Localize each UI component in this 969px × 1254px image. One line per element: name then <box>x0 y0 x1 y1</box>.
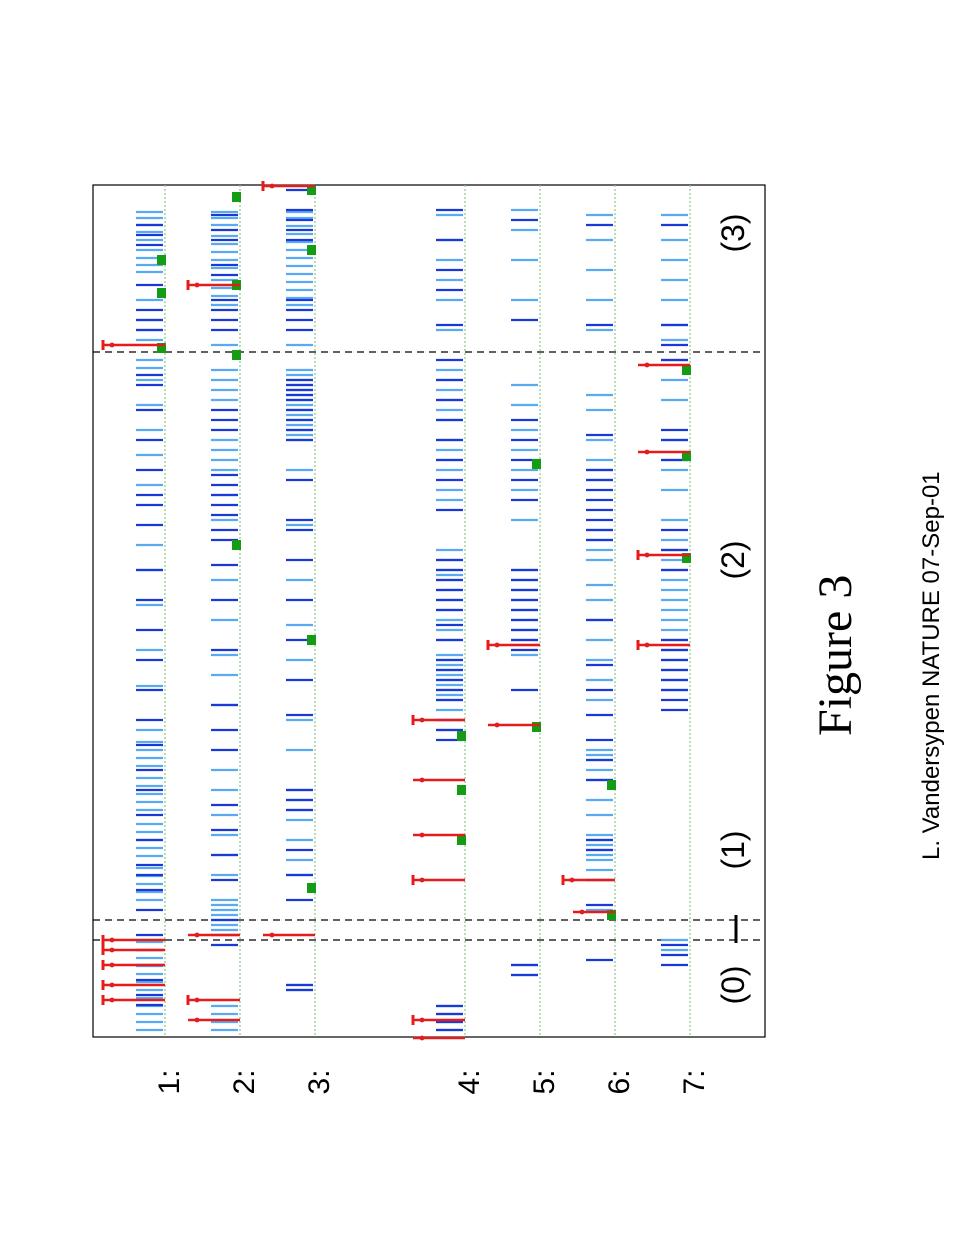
section-label-2: (2) <box>715 540 751 579</box>
row-label-1: 1: <box>153 1069 186 1094</box>
section-label-0: (0) <box>715 965 751 1004</box>
section-dividers <box>93 351 765 941</box>
row-3-green-marker-3 <box>307 185 316 195</box>
row-7-green-marker-1 <box>682 451 691 461</box>
row-1-green-marker-2 <box>157 255 166 265</box>
row-1-green-marker-1 <box>157 288 166 298</box>
red-pulses <box>101 181 690 1041</box>
row-7-green-marker-0 <box>682 553 691 563</box>
row-7-red-pulse-0 <box>636 640 690 650</box>
baselines <box>164 185 691 1037</box>
figure-credit: L. Vandersypen NATURE 07-Sep-01 <box>918 471 945 860</box>
row-6-red-pulse-0 <box>573 909 615 915</box>
row-4-green-marker-2 <box>457 731 466 741</box>
row-2-green-marker-0 <box>232 540 241 550</box>
row-3-red-pulse-1 <box>261 181 315 191</box>
row-4-red-pulse-3 <box>413 832 465 838</box>
row-5-green-marker-0 <box>532 722 541 732</box>
row-label-2: 2: <box>228 1069 261 1094</box>
row-7-green-marker-2 <box>682 365 691 375</box>
row-3-green-marker-1 <box>307 635 316 645</box>
row-3-green-marker-0 <box>307 883 316 893</box>
row-4-green-marker-0 <box>457 835 466 845</box>
row-6-green-marker-0 <box>607 910 616 920</box>
row-label-4: 4: <box>453 1069 486 1094</box>
row-1-green-marker-0 <box>157 343 166 353</box>
row-2-red-pulse-0 <box>188 1017 240 1023</box>
green-markers <box>157 185 691 920</box>
row-label-7: 7: <box>678 1069 711 1094</box>
section-labels: (0) (1) (2) (3) <box>715 213 751 1004</box>
row-7-red-pulse-3 <box>638 362 690 368</box>
row-2-green-marker-3 <box>232 192 241 202</box>
row-2-green-marker-1 <box>232 350 241 360</box>
row-labels: 1: 2: 3: 4: 5: 6: 7: <box>153 1069 711 1094</box>
row-2-red-pulse-2 <box>188 932 240 938</box>
row-2-red-pulse-1 <box>186 995 240 1005</box>
row-2-red-pulse-3 <box>186 280 240 290</box>
section-label-1: (1) <box>715 830 751 869</box>
row-4-red-pulse-1 <box>411 1015 465 1025</box>
row-1-red-pulse-2 <box>101 960 165 970</box>
row-label-6: 6: <box>603 1069 636 1094</box>
row-7-red-pulse-1 <box>636 550 690 560</box>
row-3-red-pulse-0 <box>263 932 315 938</box>
row-4-green-marker-1 <box>457 785 466 795</box>
row-1-red-pulse-1 <box>101 980 165 990</box>
row-4-red-pulse-5 <box>411 715 465 725</box>
row-5-red-pulse-1 <box>488 722 540 728</box>
row-1-red-pulse-4 <box>101 935 165 945</box>
row-1-red-pulse-5 <box>101 340 165 350</box>
row-3-green-marker-2 <box>307 245 316 255</box>
row-label-3: 3: <box>303 1069 336 1094</box>
section-label-3: (3) <box>715 213 751 252</box>
figure-caption: Figure 3 <box>809 574 862 736</box>
row-label-5: 5: <box>528 1069 561 1094</box>
row-6-red-pulse-1 <box>561 875 615 885</box>
row-4-red-pulse-0 <box>413 1035 465 1041</box>
row-4-red-pulse-4 <box>413 777 465 783</box>
row-1-red-pulse-0 <box>101 995 165 1005</box>
dark-pulse-lines <box>136 188 688 1032</box>
row-7-red-pulse-2 <box>638 449 690 455</box>
row-4-red-pulse-2 <box>411 875 465 885</box>
row-5-red-pulse-0 <box>486 640 540 650</box>
row-1-red-pulse-3 <box>101 945 165 955</box>
row-5-green-marker-1 <box>532 459 541 469</box>
row-6-green-marker-1 <box>607 780 616 790</box>
